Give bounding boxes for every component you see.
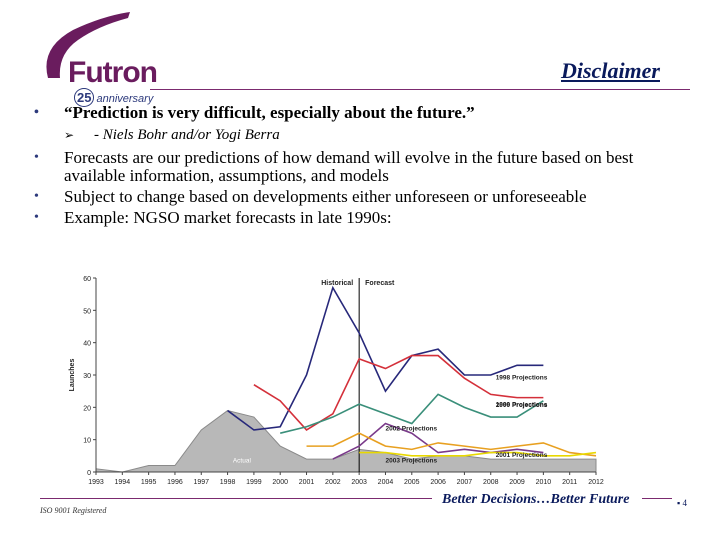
y-tick-label: 10 [83,438,91,445]
y-tick-label: 0 [87,470,91,477]
y-axis-label: Launches [69,359,76,392]
bullet-example: • Example: NGSO market forecasts in late … [34,209,694,227]
series-label: 2003 Projections [385,458,437,465]
bullet-dot-icon: • [34,150,39,165]
bullet-dot-icon: • [34,105,39,120]
y-tick-label: 60 [83,276,91,283]
tagline: Better Decisions…Better Future [442,492,630,507]
bullet-text: “Prediction is very difficult, especiall… [64,103,475,122]
section-label-historical: Historical [321,280,353,287]
x-tick-label: 1998 [220,479,236,486]
anniversary-badge: 25 anniversary [74,88,154,107]
page-number-value: 4 [682,498,687,508]
x-tick-label: 2010 [536,479,552,486]
bullet-text: Example: NGSO market forecasts in late 1… [64,208,392,227]
bullet-quote: • “Prediction is very difficult, especial… [34,104,694,122]
bullet-forecasts: • Forecasts are our predictions of how de… [34,149,694,185]
series-line [280,393,544,434]
logo-swoosh [46,12,130,78]
x-tick-label: 2004 [378,479,394,486]
x-tick-label: 2000 [272,479,288,486]
series-line [253,354,544,431]
launch-forecast-chart: 0 10 20 30 40 50 60 1993 1994 1995 1996 1997 1998 199… [69,276,604,486]
iso-registration-note: ISO 9001 Registered [40,506,107,515]
series-label: 2000 Projections [496,402,548,409]
logo-wordmark: Futron [68,56,158,89]
x-tick-label: 2001 [299,479,315,486]
actual-area [95,410,597,473]
x-tick-label: 2007 [457,479,473,486]
series-label: 1998 Projections [496,374,548,381]
series-line [227,285,544,431]
x-tick-label: 2008 [483,479,499,486]
bullet-dot-icon: • [34,189,39,204]
footer-divider-left [40,498,432,499]
x-tick-label: 1996 [167,479,183,486]
bullet-dot-icon: • [34,210,39,225]
x-tick-label: 2012 [588,479,604,486]
x-tick-label: 1995 [141,479,157,486]
x-tick-label: 1997 [193,479,209,486]
x-tick-label: 2009 [509,479,525,486]
x-tick-label: 1999 [246,479,262,486]
bullet-subject-to-change: • Subject to change based on developments… [34,188,694,206]
x-tick-label: 1994 [115,479,131,486]
series-line [332,422,544,460]
slide-title: Disclaimer [561,58,660,83]
series-line [306,432,597,457]
actual-label: Actual [233,457,252,464]
series-label: 2001 Projections [496,452,548,459]
y-tick-label: 40 [83,341,91,348]
sub-bullet-text: - Niels Bohr and/or Yogi Berra [94,127,280,143]
badge-text: anniversary [96,93,154,105]
section-label-forecast: Forecast [365,280,395,287]
bullet-list: • “Prediction is very difficult, especial… [34,104,694,230]
arrow-bullet-icon: ➢ [64,128,75,142]
bullet-text: Forecasts are our predictions of how dem… [64,148,634,185]
badge-number: 25 [74,88,95,107]
y-tick-label: 50 [83,308,91,315]
sub-bullet-attribution: ➢ - Niels Bohr and/or Yogi Berra [34,126,694,144]
x-tick-label: 2003 [351,479,367,486]
futron-logo: Futron 25 anniversary [18,8,178,107]
x-tick-label: 2005 [404,479,420,486]
footer-divider-right [642,498,672,499]
y-tick-label: 20 [83,405,91,412]
x-tick-label: 2011 [562,479,577,486]
x-tick-label: 2006 [430,479,446,486]
page-number: ▪ 4 [677,498,687,508]
series-label: 2002 Projections [385,426,437,433]
x-tick-label: 1993 [88,479,104,486]
bullet-text: Subject to change based on developments … [64,187,587,206]
x-tick-label: 2002 [325,479,341,486]
y-tick-label: 30 [83,373,91,380]
series-line [359,451,597,457]
series-label: 1999 Projections [496,402,548,409]
title-divider [150,89,690,90]
